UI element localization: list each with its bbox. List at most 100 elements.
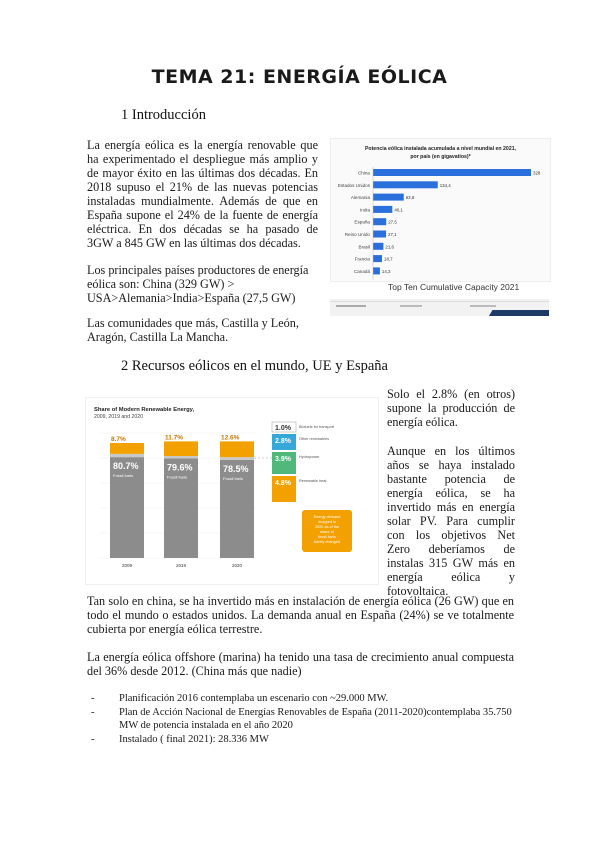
share-breakdown-value: 4.8% — [275, 480, 292, 487]
share-bar-segment — [164, 456, 198, 459]
bar-category-label: Estados Unidos — [338, 183, 371, 188]
share-bar-segment — [164, 458, 198, 558]
bar-value-label: 21,6 — [385, 244, 394, 249]
producers-paragraph: Los principales países productores de en… — [87, 263, 327, 305]
share-bar-segment — [110, 443, 144, 454]
side-paragraph-2: Aunque en los últimos años se haya insta… — [387, 444, 515, 598]
intro-paragraph: La energía eólica es la energía renovabl… — [87, 138, 318, 250]
capacity-bar-chart: Potencia eólica instalada acumulada a ni… — [330, 138, 551, 282]
share-breakdown-desc: Renewable heat — [299, 479, 327, 483]
regions-paragraph: Las comunidades que más, Castilla y León… — [87, 316, 327, 344]
producers-line-1: Los principales países productores de en… — [87, 263, 309, 277]
bar — [373, 169, 531, 176]
bar-value-label: 40,1 — [394, 207, 403, 212]
bar — [373, 255, 383, 263]
bar — [373, 193, 404, 201]
bar-category-label: Alemania — [351, 195, 371, 200]
share-chart-title-line-1: Share of Modern Renewable Energy, — [94, 407, 194, 413]
share-bar-segment — [110, 453, 144, 458]
list-dash: - — [91, 707, 95, 718]
share-segment-label: 80.7% — [113, 461, 139, 471]
share-note-line: dropped in — [318, 520, 336, 524]
producers-line-3: USA>Alemania>India>España (27,5 GW) — [87, 291, 296, 305]
list-item: - Instalado ( final 2021): 28.336 MW — [87, 733, 515, 746]
share-renewables-label: 11.7% — [165, 434, 183, 441]
share-note-line: 2020 as of the — [315, 525, 339, 529]
bar-value-label: 63,8 — [406, 195, 415, 200]
page-title: TEMA 21: ENERGÍA EÓLICA — [151, 66, 448, 88]
list-dash: - — [91, 693, 95, 704]
share-chart-svg: Share of Modern Renewable Energy,2009, 2… — [94, 407, 352, 568]
bar-chart-title-line-2: por país (en gigavatios)* — [410, 154, 471, 160]
share-note-line: share of — [320, 530, 335, 534]
share-bar-segment — [110, 457, 144, 558]
regions-line-1: Las comunidades que más, Castilla y León… — [87, 316, 299, 330]
share-breakdown-desc: Hydropower — [299, 455, 320, 459]
bar-category-label: India — [360, 207, 370, 212]
share-breakdown-desc: Biofuels for transport — [299, 425, 335, 429]
share-chart-title-line-2: 2009, 2019 and 2020 — [94, 414, 143, 420]
share-breakdown-value: 3.9% — [275, 456, 292, 463]
share-note-line: fossil fuels — [318, 535, 336, 539]
producers-line-2: eólica son: China (329 GW) > — [87, 277, 235, 291]
share-year-label: 2019 — [176, 563, 187, 568]
share-bar-segment — [164, 441, 198, 456]
bar-value-label: 27,1 — [388, 232, 397, 237]
list-item-text: Instalado ( final 2021): 28.336 MW — [119, 734, 269, 745]
bar — [373, 242, 384, 250]
regions-line-2: Aragón, Castilla La Mancha. — [87, 330, 229, 344]
list-item: - Plan de Acción Nacional de Energías Ren… — [87, 706, 515, 732]
bar-category-label: Francia — [355, 257, 371, 262]
bar-category-label: Reino Unido — [345, 232, 371, 237]
section-1-heading: 1 Introducción — [121, 107, 206, 123]
share-note-line: barely changed — [314, 540, 340, 544]
bar-value-label: 14,3 — [382, 269, 391, 274]
cropped-chart-strip — [330, 299, 549, 316]
bar-category-label: Brasil — [359, 244, 371, 249]
bar — [373, 181, 438, 189]
bar-value-label: 27,5 — [388, 220, 397, 225]
share-breakdown-block — [271, 421, 297, 433]
bar-category-label: Canadá — [354, 269, 371, 274]
share-breakdown-desc: Other renewables — [299, 437, 329, 441]
bar-chart-caption: Top Ten Cumulative Capacity 2021 — [388, 282, 520, 292]
bar-value-label: 328 — [533, 171, 541, 176]
share-segment-label: 78.5% — [223, 464, 249, 474]
share-year-label: 2020 — [232, 563, 243, 568]
bar — [373, 205, 393, 213]
bar — [373, 230, 387, 238]
bar — [373, 218, 387, 226]
bar-chart-title-line-1: Potencia eólica instalada acumulada a ni… — [365, 146, 517, 152]
bar — [373, 267, 380, 275]
bar-value-label: 134,4 — [440, 183, 452, 188]
share-year-label: 2009 — [122, 563, 133, 568]
share-bar-segment — [220, 441, 254, 458]
capacity-bar-chart-svg: Potencia eólica instalada acumulada a ni… — [338, 146, 541, 280]
list-item-text: Plan de Acción Nacional de Energías Reno… — [119, 707, 512, 731]
list-item: - Planificación 2016 contemplaba un escen… — [87, 692, 515, 705]
china-paragraph: Tan solo en china, se ha invertido más e… — [87, 594, 514, 636]
share-segment-name: Fossil fuels — [167, 475, 187, 480]
bar-category-label: China — [358, 171, 370, 176]
share-note-line: Energy demand — [314, 515, 341, 519]
capacity-list: - Planificación 2016 contemplaba un escen… — [87, 692, 515, 747]
list-dash: - — [91, 734, 95, 745]
share-chart: Share of Modern Renewable Energy, 2009, 2… — [85, 397, 379, 585]
share-segment-name: Fossil fuels — [113, 473, 133, 478]
share-breakdown-block — [272, 452, 296, 474]
share-breakdown-block — [272, 476, 296, 502]
section-2-heading: 2 Recursos eólicos en el mundo, UE y Esp… — [121, 358, 388, 374]
share-bar-segment — [220, 459, 254, 558]
share-segment-label: 79.6% — [167, 463, 193, 473]
share-renewables-label: 12.6% — [221, 434, 240, 441]
share-segment-name: Fossil fuels — [223, 476, 243, 481]
share-breakdown-value: 2.8% — [275, 438, 292, 445]
share-bar-segment — [220, 457, 254, 460]
bar-category-label: España — [354, 220, 370, 225]
share-breakdown-value: 1.0% — [275, 425, 292, 432]
offshore-paragraph: La energía eólica offshore (marina) ha t… — [87, 650, 514, 678]
bar-value-label: 18,7 — [384, 257, 393, 262]
list-item-text: Planificación 2016 contemplaba un escena… — [119, 693, 389, 704]
share-breakdown-block — [272, 434, 296, 450]
share-note-bubble — [302, 510, 352, 552]
